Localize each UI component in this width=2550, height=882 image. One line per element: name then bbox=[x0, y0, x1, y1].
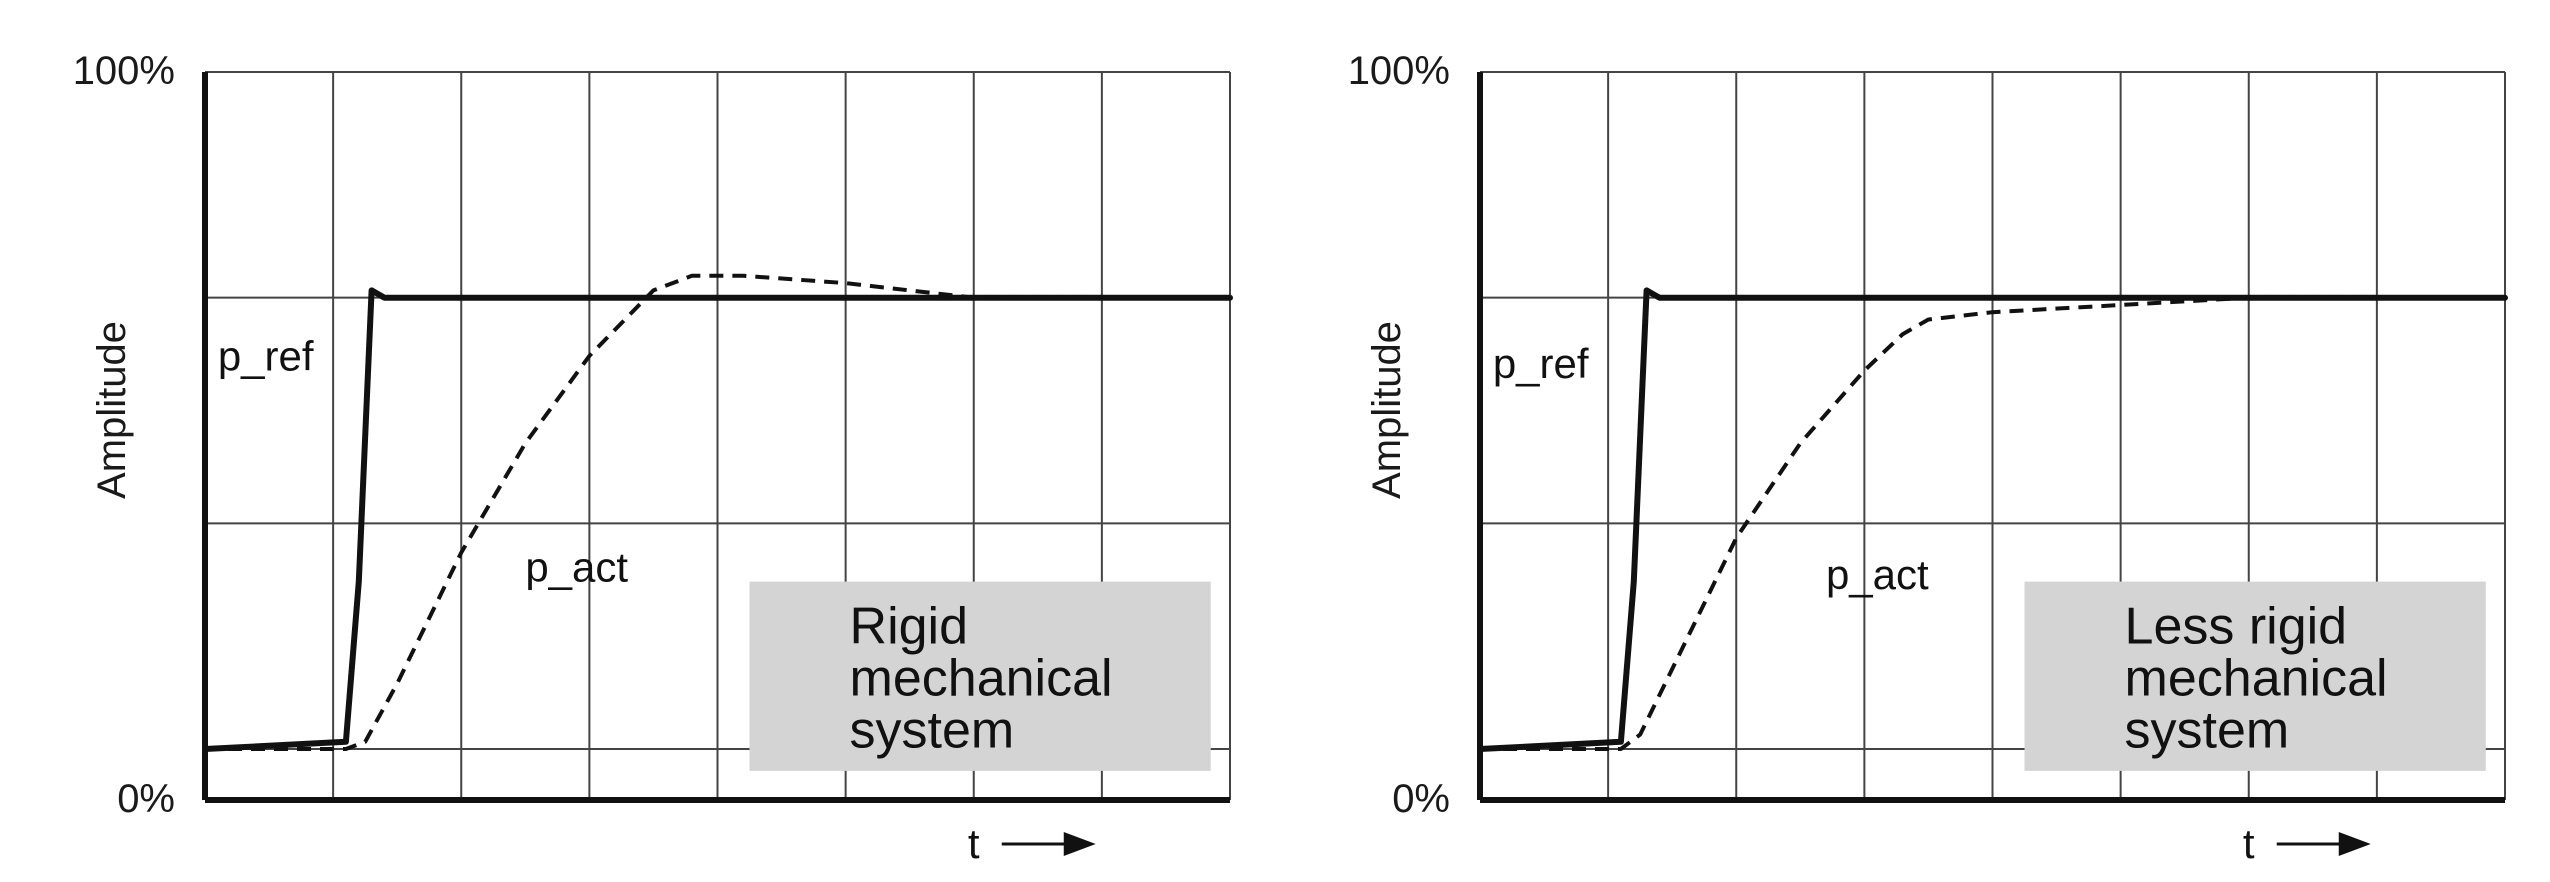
series-line-p-ref bbox=[1477, 287, 2508, 752]
x-axis-label: t bbox=[968, 820, 980, 867]
annotation-text-line: Rigid bbox=[850, 598, 969, 656]
right-arrow-icon bbox=[1001, 832, 1096, 856]
annotation-text-line: system bbox=[2125, 702, 2290, 760]
annotation-box bbox=[2024, 581, 2486, 771]
series-label-p-act: p_act bbox=[1826, 551, 1929, 598]
annotation-text-line: system bbox=[850, 702, 1015, 760]
y-tick-label-max: 100% bbox=[1348, 49, 1450, 93]
y-tick-label-max: 100% bbox=[73, 49, 175, 93]
right-arrow-icon bbox=[2276, 832, 2371, 856]
x-axis-label: t bbox=[2243, 820, 2255, 867]
annotation-box bbox=[749, 581, 1211, 771]
series-label-p-ref: p_ref bbox=[1493, 340, 1589, 387]
annotation-text-line: mechanical bbox=[850, 650, 1113, 708]
y-tick-label-min: 0% bbox=[1392, 777, 1450, 821]
annotation-text-line: mechanical bbox=[2125, 650, 2388, 708]
series-line-p-ref bbox=[202, 287, 1233, 752]
y-tick-label-min: 0% bbox=[117, 777, 175, 821]
annotation-text-line: Less rigid bbox=[2125, 598, 2348, 656]
series-line-p-act bbox=[205, 273, 1102, 751]
series-label-p-act: p_act bbox=[525, 544, 628, 591]
chart-svg: 100% 0% Amplitude Less rigidmechanicalsyste… bbox=[1348, 49, 2508, 867]
series-line-p-act bbox=[1480, 295, 2377, 751]
series-label-p-ref: p_ref bbox=[218, 332, 314, 379]
chart-less-rigid: 100% 0% Amplitude Less rigid mechanical syste… bbox=[1275, 0, 2550, 882]
chart-rigid: 100% 0% Amplitude Rigid mechanical system p_re… bbox=[73, 49, 1233, 867]
y-axis-label: Amplitude bbox=[1365, 321, 1409, 499]
y-axis-label: Amplitude bbox=[90, 321, 134, 499]
